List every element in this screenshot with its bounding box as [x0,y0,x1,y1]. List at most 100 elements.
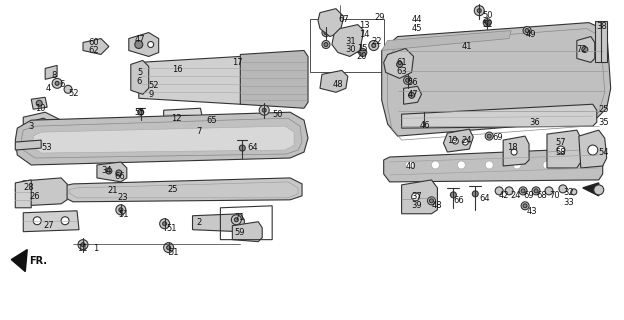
Circle shape [146,72,152,78]
Polygon shape [97,162,127,182]
Text: 49: 49 [526,29,537,39]
Circle shape [567,161,575,169]
Text: 67: 67 [338,15,349,24]
Text: 19: 19 [447,136,458,145]
Circle shape [262,108,266,112]
Circle shape [324,31,328,35]
Circle shape [341,34,355,47]
Circle shape [160,77,165,83]
Text: 27: 27 [43,221,54,230]
Text: 36: 36 [529,118,540,127]
Text: 64: 64 [247,143,258,152]
Circle shape [322,28,330,36]
Polygon shape [595,20,607,62]
Text: 62: 62 [88,46,99,55]
Text: 55: 55 [135,108,145,117]
Circle shape [232,215,241,225]
Circle shape [240,145,245,151]
Polygon shape [402,180,437,214]
Circle shape [543,161,551,169]
Circle shape [353,44,359,50]
Circle shape [457,161,466,169]
Text: 71: 71 [235,213,245,222]
Circle shape [532,187,540,195]
Text: 32: 32 [563,188,573,197]
Polygon shape [16,140,41,150]
Circle shape [477,9,481,13]
Text: 48: 48 [333,80,344,89]
Circle shape [409,92,414,98]
Text: 6: 6 [59,80,64,89]
Circle shape [431,161,439,169]
Text: 37: 37 [412,192,422,201]
Circle shape [523,27,531,35]
Circle shape [138,109,144,115]
Circle shape [163,243,173,252]
Text: 24: 24 [461,136,472,145]
Text: 63: 63 [397,68,407,76]
Text: 25: 25 [599,105,609,114]
Circle shape [324,43,328,46]
Circle shape [106,168,112,174]
Circle shape [81,243,85,247]
Circle shape [406,78,409,82]
Circle shape [33,217,41,225]
Text: 70: 70 [549,191,560,200]
Text: 12: 12 [170,114,181,123]
Circle shape [474,6,484,16]
Text: 35: 35 [599,118,610,127]
Circle shape [135,41,143,49]
Text: 6: 6 [137,77,142,86]
Text: 61: 61 [397,59,407,68]
Polygon shape [193,214,244,232]
Text: 4: 4 [45,84,51,93]
Polygon shape [16,178,67,206]
Circle shape [52,78,62,88]
Text: 48: 48 [431,201,442,210]
Text: 7: 7 [197,127,202,136]
Polygon shape [404,86,422,104]
Text: 23: 23 [118,193,129,202]
Polygon shape [45,65,57,79]
Circle shape [116,205,126,215]
Circle shape [422,116,426,120]
Text: 24: 24 [510,191,520,200]
Circle shape [160,219,170,229]
Circle shape [346,38,350,43]
Text: 28: 28 [23,183,34,192]
Polygon shape [384,148,603,182]
Text: 34: 34 [101,166,112,175]
Circle shape [511,149,517,155]
Text: 18: 18 [507,143,518,152]
Polygon shape [232,222,262,242]
Text: 1: 1 [93,244,98,252]
Polygon shape [320,70,348,92]
Circle shape [155,71,163,79]
Circle shape [369,41,379,51]
Polygon shape [402,104,597,128]
Circle shape [429,199,434,203]
Text: 69: 69 [492,133,503,142]
Circle shape [462,139,469,145]
Circle shape [322,41,330,49]
Circle shape [327,76,337,85]
Polygon shape [579,130,607,168]
Circle shape [372,44,376,47]
Text: 8: 8 [51,71,57,80]
Circle shape [487,134,491,138]
Circle shape [485,20,489,25]
Circle shape [559,185,567,193]
Polygon shape [83,38,109,54]
Text: 10: 10 [35,104,46,113]
Circle shape [452,138,459,144]
Circle shape [78,240,88,250]
Text: 44: 44 [412,15,422,24]
Circle shape [36,100,42,106]
Circle shape [404,76,412,84]
Text: 42: 42 [498,191,509,200]
Text: 68: 68 [536,191,547,200]
Text: 60: 60 [88,37,99,46]
Text: 15: 15 [357,44,368,52]
Circle shape [344,36,352,44]
Text: 45: 45 [412,24,422,33]
